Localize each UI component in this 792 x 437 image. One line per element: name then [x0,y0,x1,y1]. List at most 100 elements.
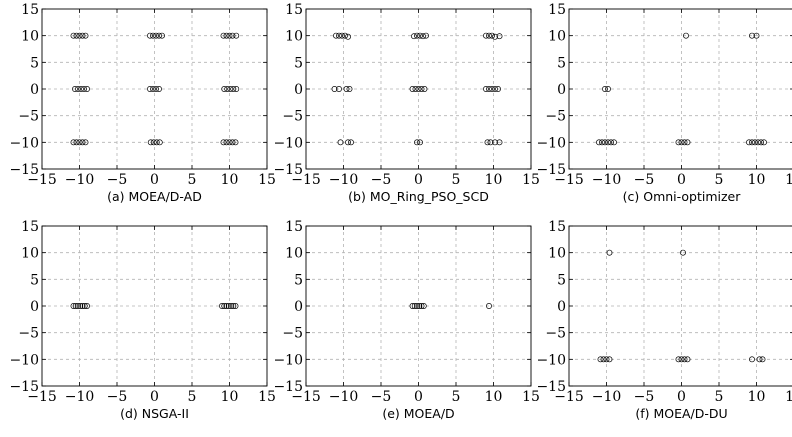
data-point [336,86,342,92]
data-point [226,32,233,39]
data-point [70,32,77,39]
x-tick-label: 5 [715,172,724,188]
subplot-caption: (e) MOEA/D [382,406,454,421]
data-point [755,139,761,146]
x-tick-label: −10 [65,389,95,405]
subplot-caption: (f) MOEA/D-DU [635,406,727,421]
x-tick-label: −15 [554,389,584,405]
data-point [749,356,755,363]
data-point [603,356,610,363]
data-point [418,303,425,309]
x-tick-label: −15 [27,172,57,188]
x-tick-label: 5 [188,389,197,405]
x-tick-label: −5 [634,172,655,188]
data-point [227,86,234,92]
y-tick-label: 5 [30,55,39,71]
x-tick-label: −10 [592,389,622,405]
subplot-caption: (a) MOEA/D-AD [107,189,202,204]
y-tick-label: −5 [282,109,303,125]
y-tick-label: −10 [273,352,303,368]
data-point [219,303,225,309]
x-tick-label: 10 [748,389,766,405]
data-point [487,139,494,146]
x-tick-label: 10 [221,172,239,188]
x-tick-label: 5 [188,172,197,188]
y-tick-label: −5 [18,109,39,125]
data-point [336,32,342,39]
data-point [81,86,87,92]
data-point [608,139,614,146]
data-point [681,356,688,363]
data-point [156,86,162,92]
data-point [414,303,420,309]
x-tick-label: 5 [452,172,461,188]
data-point [230,303,237,309]
x-tick-label: 0 [677,389,686,405]
data-point [483,32,489,39]
y-tick-label: 10 [21,246,39,262]
data-point [597,356,604,363]
subplot-2: −15 −10 −5 0 5 10 15 15 10 5 0 −5 −10 −15 (b) MO_Ring_… [273,2,539,204]
data-point [753,32,760,39]
x-tick-label: 0 [150,172,159,188]
data-point [337,139,344,146]
data-point [233,86,240,92]
data-point [223,139,230,146]
y-tick-label: 10 [548,246,566,262]
data-point [156,139,163,146]
x-tick-label: 15 [785,172,792,188]
data-point [409,86,416,92]
data-point [596,139,602,146]
subplot-caption: (b) MO_Ring_PSO_SCD [348,189,489,204]
x-tick-label: −5 [371,389,392,405]
data-point [492,33,498,40]
data-point [680,249,686,256]
data-point [77,303,84,309]
data-point [159,32,165,39]
data-point [339,32,345,39]
data-point [749,32,755,39]
data-point [675,139,682,146]
y-tick-label: 0 [30,82,39,98]
data-point [684,139,691,146]
subplot-caption: (d) NSGA-II [120,406,189,421]
data-point [684,356,691,363]
data-point [495,86,501,92]
x-tick-label: −5 [634,389,655,405]
data-point [147,139,154,146]
y-tick-label: −5 [282,326,303,342]
data-point [79,139,86,146]
data-point [220,139,227,146]
data-point [76,139,83,146]
x-tick-label: 15 [258,172,276,188]
data-point [756,356,763,363]
subplot-6: −15 −10 −5 0 5 10 15 15 10 5 0 −5 −10 −15 (f) MOEA/D-D… [536,219,792,421]
data-point [223,303,230,309]
y-tick-label: 5 [557,55,566,71]
x-tick-label: 15 [522,172,540,188]
x-tick-label: 10 [221,389,239,405]
subplot-3: −15 −10 −5 0 5 10 15 15 10 5 0 −5 −10 −15 (c) Omni-opt… [536,2,792,204]
data-point [411,33,417,40]
data-point [343,86,350,92]
data-point [611,139,617,146]
data-point [73,32,80,39]
data-point [153,139,160,146]
data-point [489,32,495,39]
x-tick-label: −5 [371,172,392,188]
data-point [409,303,416,309]
y-tick-label: 10 [21,29,39,45]
data-point [420,303,427,309]
data-point [150,32,156,39]
data-point [342,32,348,39]
x-tick-label: 0 [414,172,423,188]
data-point [150,139,157,146]
data-point [416,303,423,309]
x-tick-label: 5 [715,389,724,405]
y-tick-label: 15 [21,2,39,18]
data-point [331,86,338,92]
data-point [76,32,83,39]
x-tick-label: 10 [485,172,503,188]
x-tick-label: −15 [554,172,584,188]
data-point [602,139,608,146]
